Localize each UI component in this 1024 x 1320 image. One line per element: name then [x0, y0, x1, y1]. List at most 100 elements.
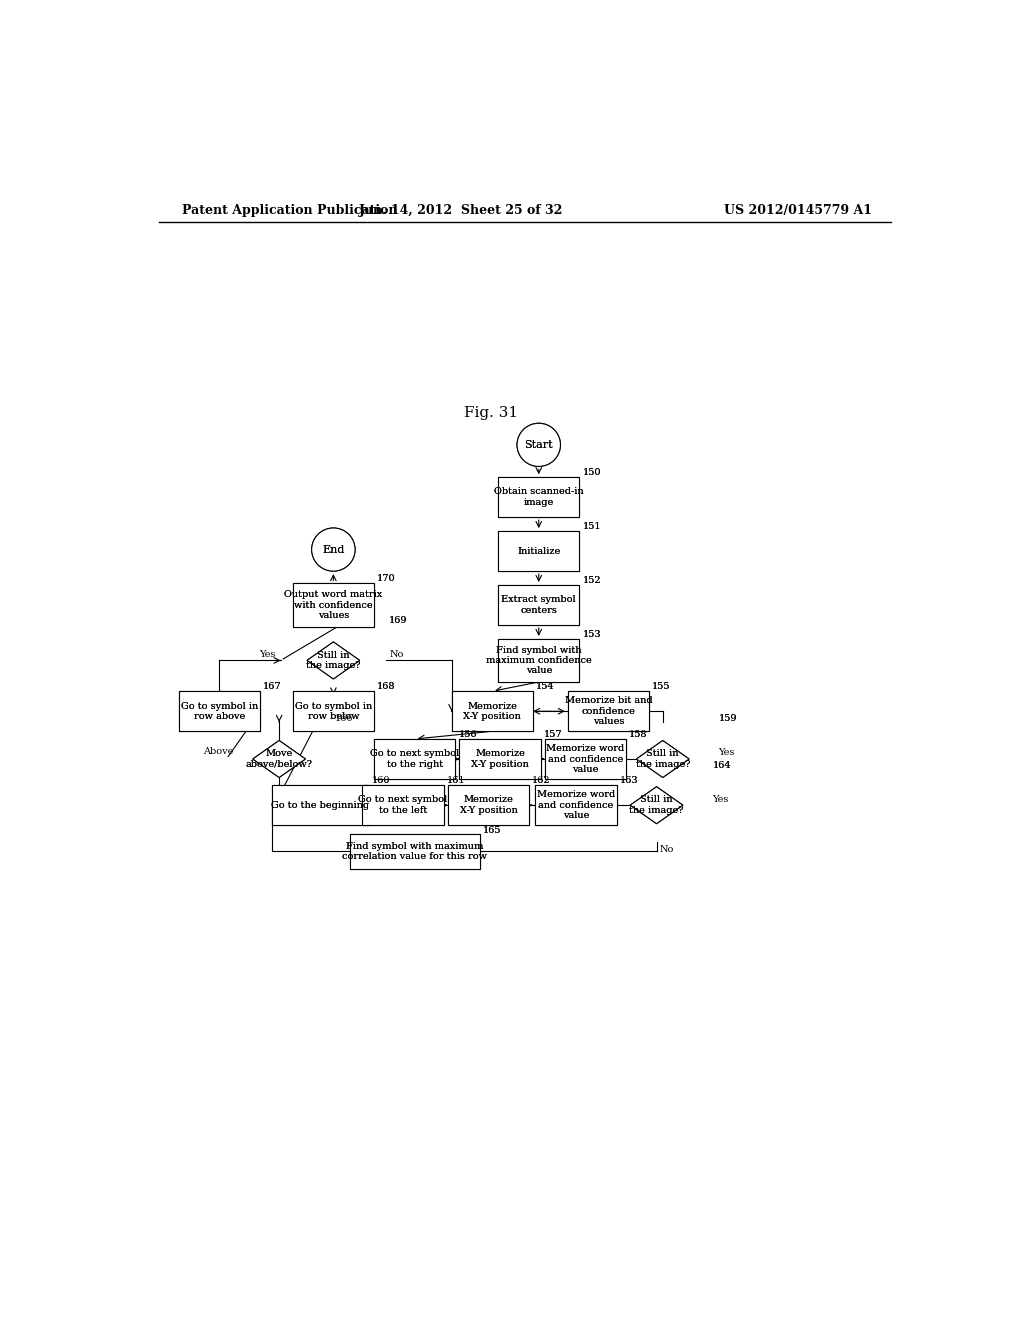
Polygon shape	[636, 741, 689, 777]
Bar	[349, 834, 480, 869]
Text: Start: Start	[524, 440, 553, 450]
Text: Still in
the image?: Still in the image?	[306, 651, 360, 671]
Text: Go to symbol in
row below: Go to symbol in row below	[295, 701, 372, 721]
Text: Extract symbol
centers: Extract symbol centers	[502, 595, 577, 615]
Text: Move
above/below?: Move above/below?	[246, 750, 312, 768]
Polygon shape	[307, 642, 359, 678]
Text: Yes: Yes	[719, 748, 735, 758]
Text: Output word matrix
with confidence
values: Output word matrix with confidence value…	[285, 590, 383, 620]
Text: 163: 163	[620, 776, 638, 785]
Bar	[498, 639, 580, 682]
Text: 161: 161	[446, 776, 466, 785]
Text: Memorize bit and
confidence
values: Memorize bit and confidence values	[564, 697, 652, 726]
Text: Go to the beginning: Go to the beginning	[271, 801, 370, 809]
Text: Go to next symbol
to the left: Go to next symbol to the left	[358, 796, 447, 814]
Text: Memorize word
and confidence
value: Memorize word and confidence value	[546, 744, 625, 774]
Text: Obtain scanned-in
image: Obtain scanned-in image	[494, 487, 584, 507]
Text: 157: 157	[544, 730, 562, 739]
Bar	[362, 785, 443, 825]
Text: 153: 153	[583, 630, 601, 639]
Text: Go to next symbol
to the left: Go to next symbol to the left	[358, 796, 447, 814]
Text: 163: 163	[620, 776, 638, 785]
Text: 168: 168	[377, 682, 395, 692]
Text: Fig. 31: Fig. 31	[464, 405, 518, 420]
Polygon shape	[636, 741, 689, 777]
Text: 150: 150	[583, 469, 601, 477]
Text: 165: 165	[483, 826, 502, 836]
Text: 164: 164	[713, 760, 731, 770]
Text: Still in
the image?: Still in the image?	[630, 796, 684, 814]
Text: 166: 166	[335, 714, 353, 723]
Bar	[568, 692, 649, 731]
Text: 162: 162	[532, 776, 551, 785]
Polygon shape	[630, 787, 683, 824]
Text: Move
above/below?: Move above/below?	[246, 750, 312, 768]
Text: Yes: Yes	[259, 649, 275, 659]
Text: Go to next symbol
to the right: Go to next symbol to the right	[370, 750, 460, 768]
Text: Find symbol with
maximum confidence
value: Find symbol with maximum confidence valu…	[485, 645, 592, 676]
Bar	[374, 739, 456, 779]
Text: No: No	[389, 649, 403, 659]
Text: 159: 159	[719, 714, 737, 723]
Text: Memorize word
and confidence
value: Memorize word and confidence value	[537, 791, 615, 820]
Text: 160: 160	[372, 776, 390, 785]
Bar	[460, 739, 541, 779]
Text: Memorize
X-Y position: Memorize X-Y position	[460, 796, 517, 814]
Text: 164: 164	[713, 760, 731, 770]
Text: 155: 155	[652, 682, 671, 692]
Text: Still in
the image?: Still in the image?	[636, 750, 690, 768]
Text: 167: 167	[263, 682, 282, 692]
Text: Go to symbol in
row above: Go to symbol in row above	[181, 701, 258, 721]
Bar	[179, 692, 260, 731]
Text: Start: Start	[524, 440, 553, 450]
Text: Find symbol with maximum
correlation value for this row: Find symbol with maximum correlation val…	[342, 842, 487, 861]
Text: 152: 152	[583, 576, 601, 585]
Bar	[271, 785, 369, 825]
Text: 161: 161	[446, 776, 466, 785]
Bar	[498, 478, 580, 517]
Bar	[271, 785, 369, 825]
Text: End: End	[323, 545, 344, 554]
Circle shape	[517, 424, 560, 466]
Polygon shape	[307, 642, 359, 678]
Text: Find symbol with maximum
correlation value for this row: Find symbol with maximum correlation val…	[342, 842, 487, 861]
Text: 168: 168	[377, 682, 395, 692]
Bar	[498, 585, 580, 626]
Text: No: No	[666, 799, 680, 808]
Circle shape	[311, 528, 355, 572]
Text: Memorize
X-Y position: Memorize X-Y position	[460, 796, 517, 814]
Bar	[447, 785, 529, 825]
Text: Initialize: Initialize	[517, 546, 560, 556]
Polygon shape	[630, 787, 683, 824]
Text: 169: 169	[389, 616, 408, 624]
Text: 162: 162	[532, 776, 551, 785]
Text: Extract symbol
centers: Extract symbol centers	[502, 595, 577, 615]
Text: Still in
the image?: Still in the image?	[630, 796, 684, 814]
Bar	[362, 785, 443, 825]
Text: Still in
the image?: Still in the image?	[306, 651, 360, 671]
Text: 151: 151	[583, 521, 601, 531]
Text: 154: 154	[536, 682, 555, 692]
Text: 170: 170	[377, 574, 396, 583]
Text: Go to symbol in
row below: Go to symbol in row below	[295, 701, 372, 721]
Bar	[568, 692, 649, 731]
Text: Patent Application Publication: Patent Application Publication	[182, 205, 397, 218]
Text: Yes: Yes	[713, 795, 729, 804]
Text: Memorize
X-Y position: Memorize X-Y position	[471, 750, 528, 768]
Text: Memorize bit and
confidence
values: Memorize bit and confidence values	[564, 697, 652, 726]
Bar	[293, 583, 374, 627]
Text: 154: 154	[536, 682, 555, 692]
Bar	[545, 739, 626, 779]
Bar	[349, 834, 480, 869]
Text: Jun. 14, 2012  Sheet 25 of 32: Jun. 14, 2012 Sheet 25 of 32	[359, 205, 563, 218]
Text: End: End	[323, 545, 344, 554]
Text: 159: 159	[719, 714, 737, 723]
Bar	[545, 739, 626, 779]
Bar	[452, 692, 532, 731]
Text: Obtain scanned-in
image: Obtain scanned-in image	[494, 487, 584, 507]
Text: 152: 152	[583, 576, 601, 585]
Bar	[452, 692, 532, 731]
Polygon shape	[253, 741, 305, 777]
Polygon shape	[253, 741, 305, 777]
Bar	[498, 478, 580, 517]
